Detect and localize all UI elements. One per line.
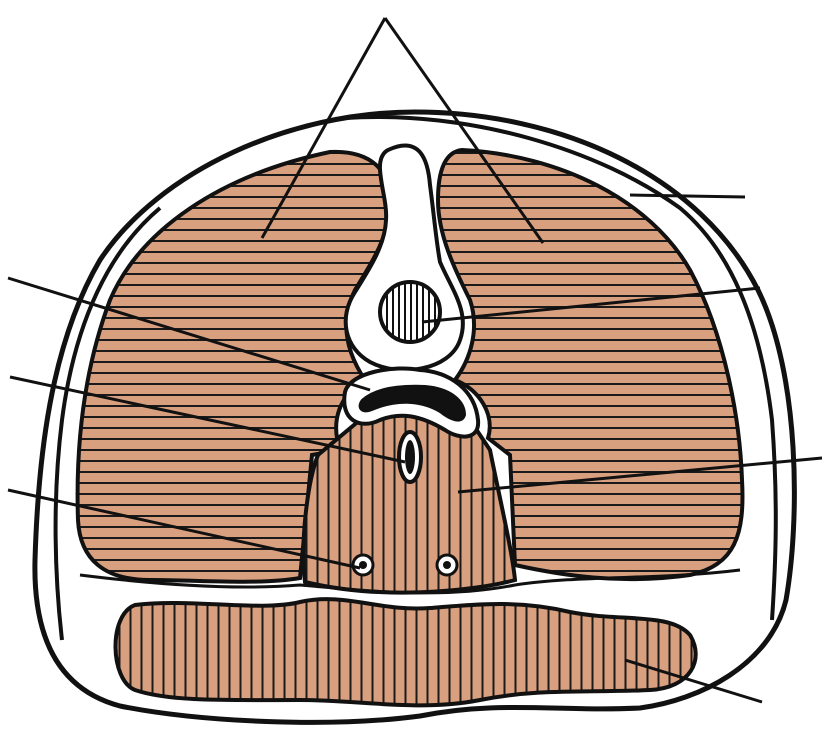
lamina-cavity [358, 384, 467, 422]
leader-lines [7, 17, 823, 704]
bottom-muscle-band [113, 597, 698, 708]
leader-line-right-lower [457, 456, 823, 494]
spinal-canal [378, 280, 442, 344]
fascia-line-left [53, 206, 162, 641]
leader-line-bottom-right [624, 658, 763, 704]
leader-line-top-right [383, 17, 545, 244]
left-small-vessel-core [359, 561, 367, 569]
right-small-vessel-core [443, 561, 451, 569]
leader-line-left-lower [7, 488, 361, 570]
separating-gap [79, 568, 741, 595]
leader-line-left-upper [7, 276, 371, 392]
leader-line-top-left [260, 17, 387, 239]
leader-line-left-mid [9, 375, 406, 464]
leader-line-right-mid [421, 286, 761, 324]
central-vessel-lumen [405, 440, 415, 474]
fascia-line [344, 115, 778, 621]
leader-line-right-upper [629, 193, 746, 199]
